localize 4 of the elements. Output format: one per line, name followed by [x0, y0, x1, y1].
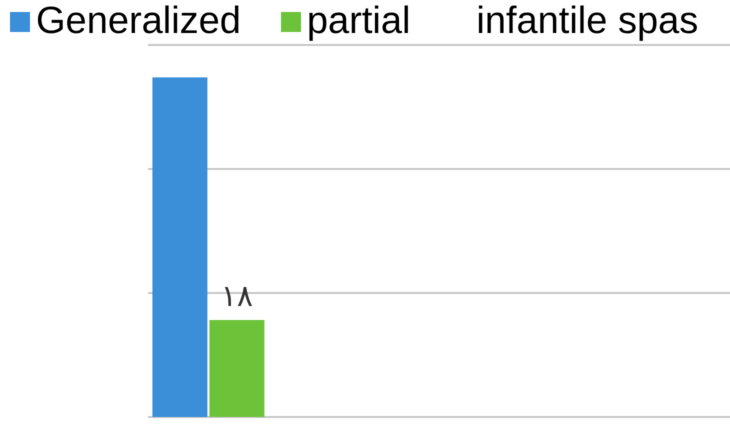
legend-label: partial	[306, 0, 410, 43]
text: infantile spas	[476, 0, 698, 43]
data-label: ١٨	[220, 278, 254, 314]
legend-label: Generalized	[36, 0, 241, 43]
